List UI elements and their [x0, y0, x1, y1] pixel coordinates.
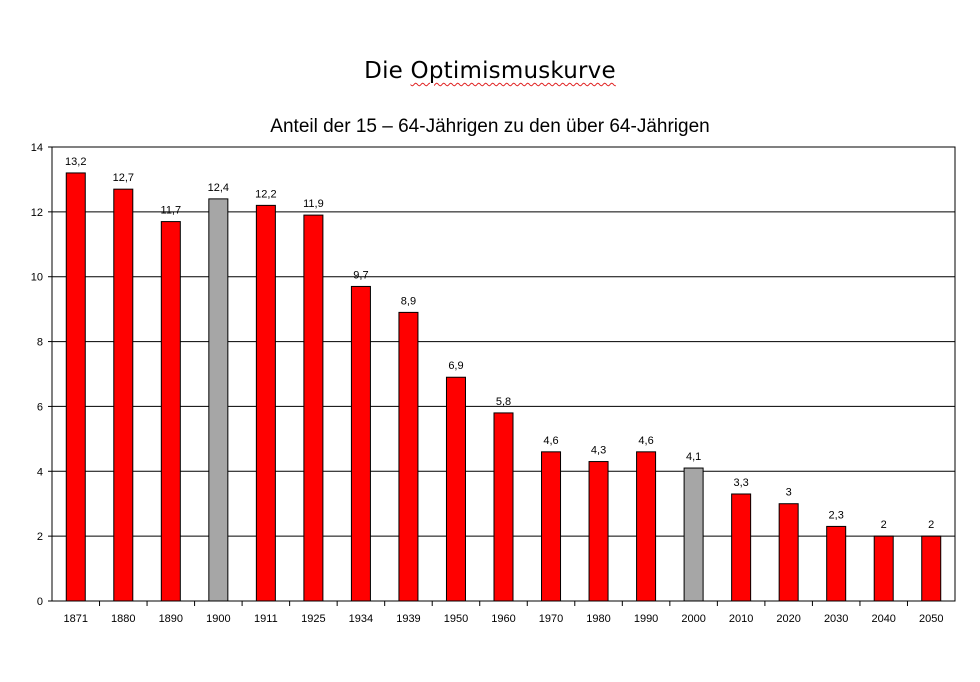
value-label-1880: 12,7 [113, 172, 134, 184]
bar-1911 [255, 204, 276, 602]
x-tick-label-1911: 1911 [254, 613, 278, 625]
x-tick-label-1890: 1890 [159, 613, 183, 625]
x-tick-label-1939: 1939 [396, 613, 420, 625]
y-tick-label: 6 [37, 401, 43, 413]
x-tick-label-2020: 2020 [776, 613, 800, 625]
x-tick-label-1970: 1970 [539, 613, 563, 625]
x-tick-label-2050: 2050 [919, 613, 943, 625]
x-tick-label-2010: 2010 [729, 613, 753, 625]
value-label-1950: 6,9 [448, 360, 463, 372]
value-label-1911: 12,2 [255, 188, 276, 200]
value-label-2040: 2 [881, 519, 887, 531]
bar-1950 [445, 376, 466, 602]
bar-1980 [588, 461, 609, 602]
value-label-2020: 3 [786, 487, 792, 499]
bar-1939 [398, 311, 419, 602]
slide-title: Die Optimismuskurve [0, 58, 980, 84]
x-tick-label-1980: 1980 [586, 613, 610, 625]
y-tick-label: 4 [37, 466, 43, 478]
value-label-1960: 5,8 [496, 396, 511, 408]
bar-1871 [65, 172, 86, 602]
x-tick-label-1990: 1990 [634, 613, 658, 625]
y-tick-label: 10 [31, 272, 43, 284]
y-tick-label: 8 [37, 337, 43, 349]
value-label-2000: 4,1 [686, 451, 701, 463]
x-tick-label-1900: 1900 [206, 613, 230, 625]
x-tick-label-1880: 1880 [111, 613, 135, 625]
value-label-1934: 9,7 [353, 269, 368, 281]
y-tick-label: 14 [31, 142, 43, 154]
bar-2010 [731, 493, 752, 602]
y-tick-label: 0 [37, 596, 43, 608]
bar-1970 [541, 451, 562, 602]
bar-2040 [873, 535, 894, 602]
value-label-1939: 8,9 [401, 295, 416, 307]
bar-2030 [826, 525, 847, 602]
bar-1990 [636, 451, 657, 602]
bar-1900 [208, 198, 229, 602]
x-tick-label-2030: 2030 [824, 613, 848, 625]
chart-title: Anteil der 15 – 64-Jährigen zu den über … [270, 116, 710, 137]
bar-1960 [493, 412, 514, 602]
title-word-die: Die [364, 58, 404, 84]
title-word-optimismuskurve: Optimismuskurve [410, 58, 616, 84]
value-label-1990: 4,6 [638, 435, 653, 447]
x-tick-label-1950: 1950 [444, 613, 468, 625]
value-labels: 13,2 12,7 11,7 12,4 12,2 11,9 9,7 8,9 6,9 5,8 4,6 4… [65, 156, 934, 531]
value-label-1980: 4,3 [591, 445, 606, 457]
x-tick-label-1925: 1925 [301, 613, 325, 625]
value-label-1890: 11,7 [161, 205, 182, 217]
axes: 0 2 4 6 8 10 12 14 1871 1880 1890 1900 1911 1925 1934 1… [31, 142, 956, 625]
bar-2020 [778, 503, 799, 602]
x-tick-label-1960: 1960 [491, 613, 515, 625]
plot-area-border [51, 146, 956, 602]
bar-1890 [160, 221, 181, 602]
bars [65, 172, 942, 602]
bar-2000 [683, 467, 704, 602]
bar-2050 [921, 535, 942, 602]
x-tick-label-2040: 2040 [871, 613, 895, 625]
value-label-2050: 2 [928, 519, 934, 531]
value-label-1925: 11,9 [303, 198, 324, 210]
bar-1925 [303, 214, 324, 602]
value-label-2010: 3,3 [733, 477, 748, 489]
x-tick-label-1871: 1871 [64, 613, 88, 625]
value-label-1970: 4,6 [543, 435, 558, 447]
value-label-1900: 12,4 [208, 182, 229, 194]
bar-1880 [113, 188, 134, 602]
bar-1934 [350, 285, 371, 602]
x-tick-label-1934: 1934 [349, 613, 373, 625]
value-label-1871: 13,2 [65, 156, 86, 168]
value-label-2030: 2,3 [829, 509, 844, 521]
y-tick-label: 12 [31, 207, 43, 219]
y-tick-label: 2 [37, 531, 43, 543]
x-tick-label-2000: 2000 [681, 613, 705, 625]
